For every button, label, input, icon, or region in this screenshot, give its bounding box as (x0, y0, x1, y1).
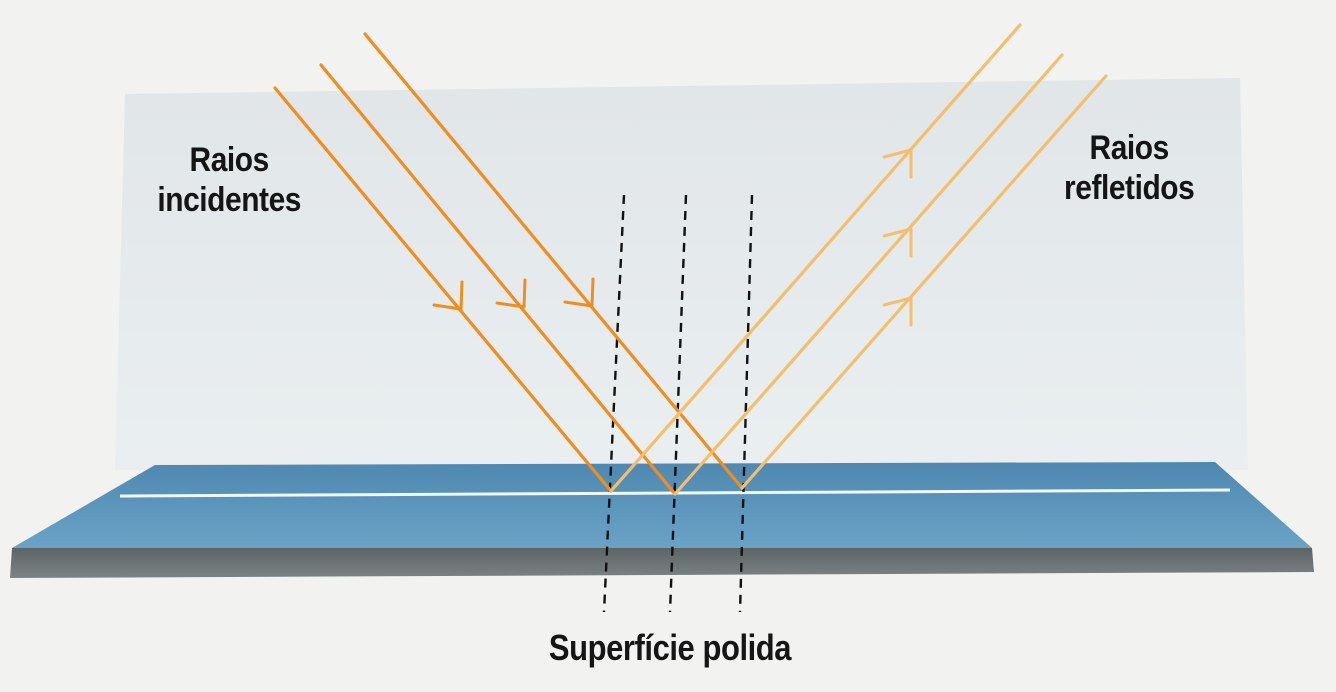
mirror-front-edge (10, 548, 1314, 578)
reflected-ray-3 (740, 74, 1108, 490)
normal-line-1 (602, 194, 626, 613)
surface-label: Superfície polida (548, 627, 792, 668)
reflected-label-line-1: Raios (1089, 129, 1170, 167)
mirror-top-face (12, 462, 1312, 548)
incident-ray-2 (319, 63, 677, 496)
background-panel (115, 78, 1248, 470)
reflected-ray-1 (609, 23, 1022, 493)
reflected-ray-2 (673, 53, 1064, 496)
normal-line-2 (668, 194, 688, 613)
incident-ray-1 (273, 86, 613, 493)
arrowhead-icon (882, 296, 913, 327)
arrowhead-icon (432, 280, 464, 311)
arrowhead-icon (495, 278, 527, 309)
reflected-rays-label: Raios refletidos (1050, 128, 1208, 208)
incident-rays-label: Raios incidentes (150, 140, 308, 220)
arrowhead-icon (563, 277, 595, 308)
reflected-label-line-2: refletidos (1064, 169, 1195, 207)
arrowhead-icon (882, 148, 913, 179)
arrowhead-icon (882, 227, 913, 258)
normal-lines (602, 194, 754, 613)
reflected-rays (609, 23, 1108, 496)
normal-line-3 (738, 194, 754, 613)
incident-label-line-2: incidentes (157, 181, 301, 219)
incident-label-line-1: Raios (189, 141, 270, 179)
